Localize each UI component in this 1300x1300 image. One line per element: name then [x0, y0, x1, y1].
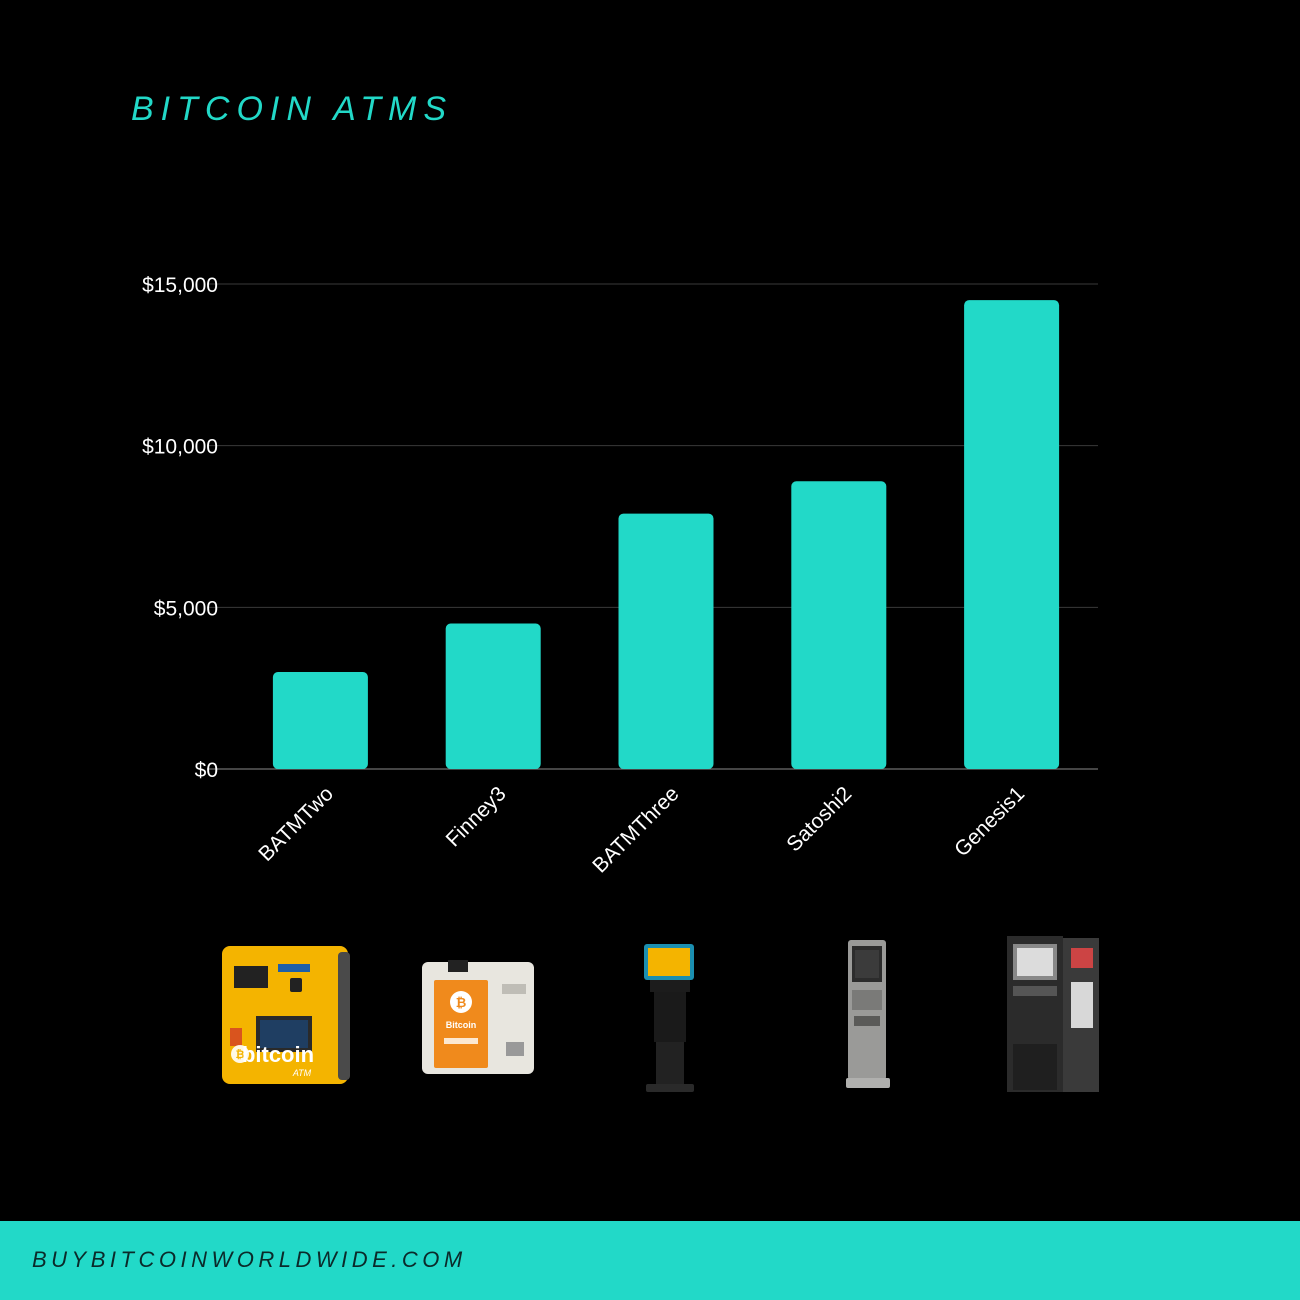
x-tick-label: Satoshi2: [782, 782, 856, 856]
svg-text:₿: ₿: [236, 1049, 245, 1061]
batmtwo-logo-text: bitcoin: [242, 1042, 314, 1067]
footer-site-link[interactable]: BUYBITCOINWORLDWIDE.COM: [32, 1247, 467, 1272]
x-tick-label: Finney3: [442, 782, 511, 851]
y-tick-label: $0: [195, 759, 218, 782]
bar-batmtwo: [272, 672, 368, 769]
bar-finney3: [445, 623, 541, 769]
atm-images-row: ₿ bitcoin ATM ₿ Bitcoin: [0, 930, 1300, 1105]
batmthree-atm-icon: [644, 944, 694, 1092]
x-tick-label: BATMTwo: [254, 782, 338, 866]
y-tick-label: $10,000: [142, 436, 218, 459]
genesis1-atm-icon: [1007, 936, 1099, 1092]
satoshi2-atm-icon: [846, 940, 890, 1088]
x-axis-ticks: BATMTwo Finney3 BATMThree Satoshi2 Genesis1: [254, 782, 1029, 877]
bar-genesis1: [964, 300, 1060, 769]
chart-title: BITCOIN ATMS: [131, 90, 453, 128]
bar-satoshi2: [791, 481, 887, 769]
batmtwo-sub-text: ATM: [292, 1068, 312, 1078]
bar-batmthree: [618, 513, 714, 769]
x-tick-label: Genesis1: [950, 782, 1029, 861]
finney3-logo-text: Bitcoin: [446, 1020, 477, 1030]
y-axis-ticks: $0 $5,000 $10,000 $15,000: [142, 274, 218, 782]
x-tick-label: BATMThree: [588, 782, 683, 877]
svg-text:₿: ₿: [456, 995, 467, 1010]
y-tick-label: $5,000: [154, 597, 218, 620]
bars: [272, 300, 1060, 769]
footer-bar: BUYBITCOINWORLDWIDE.COM: [0, 1221, 1300, 1300]
finney3-atm-icon: ₿ Bitcoin: [422, 960, 534, 1074]
batmtwo-atm-icon: ₿ bitcoin ATM: [222, 946, 350, 1084]
bar-chart: $0$5,000$10,000$15,000 BATMTwo Finney3 BAT…: [142, 274, 1098, 877]
y-tick-label: $15,000: [142, 274, 218, 297]
